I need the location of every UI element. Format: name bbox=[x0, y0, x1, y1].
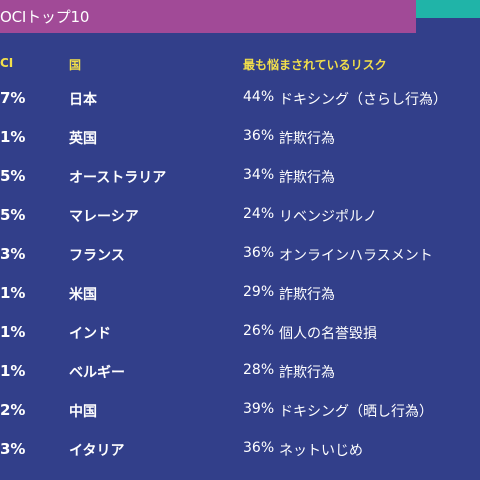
row-risk-percent: 36% bbox=[243, 245, 275, 261]
accent-bar bbox=[416, 0, 480, 18]
row-country: オーストラリア bbox=[69, 170, 167, 186]
row-risk: 詐欺行為 bbox=[279, 131, 335, 147]
row-risk: リベンジポルノ bbox=[279, 209, 377, 225]
table-row: 2% 中国 39% ドキシング（晒し行為） bbox=[0, 393, 480, 432]
table-header: CI 国 最も悩まされているリスク bbox=[0, 56, 480, 76]
row-risk: ドキシング（さらし行為） bbox=[279, 92, 447, 108]
row-country: ベルギー bbox=[69, 365, 125, 381]
row-score: 3% bbox=[0, 245, 26, 263]
table-title: OCIトップ10 bbox=[0, 8, 90, 26]
row-risk: ネットいじめ bbox=[279, 443, 363, 459]
table-row: 7% 日本 44% ドキシング（さらし行為） bbox=[0, 81, 480, 120]
row-country: 日本 bbox=[69, 92, 97, 108]
row-score: 1% bbox=[0, 128, 26, 146]
row-risk-percent: 36% bbox=[243, 440, 275, 456]
row-risk: オンラインハラスメント bbox=[279, 248, 433, 264]
table-row: 3% フランス 36% オンラインハラスメント bbox=[0, 237, 480, 276]
row-country: イタリア bbox=[69, 443, 125, 459]
row-score: 2% bbox=[0, 401, 26, 419]
row-risk-percent: 39% bbox=[243, 401, 275, 417]
row-risk: ドキシング（晒し行為） bbox=[279, 404, 433, 420]
title-bar: OCIトップ10 bbox=[0, 0, 416, 33]
row-risk-percent: 36% bbox=[243, 128, 275, 144]
table-row: 1% ベルギー 28% 詐欺行為 bbox=[0, 354, 480, 393]
header-risk: 最も悩まされているリスク bbox=[243, 58, 387, 72]
row-risk: 詐欺行為 bbox=[279, 365, 335, 381]
row-risk-percent: 29% bbox=[243, 284, 275, 300]
row-risk: 詐欺行為 bbox=[279, 287, 335, 303]
row-risk-percent: 26% bbox=[243, 323, 275, 339]
header-country: 国 bbox=[69, 58, 82, 72]
row-risk: 個人の名誉毀損 bbox=[279, 326, 377, 342]
row-risk-percent: 34% bbox=[243, 167, 275, 183]
row-country: 米国 bbox=[69, 287, 97, 303]
row-score: 1% bbox=[0, 323, 26, 341]
table-row: 1% インド 26% 個人の名誉毀損 bbox=[0, 315, 480, 354]
row-risk: 詐欺行為 bbox=[279, 170, 335, 186]
row-score: 7% bbox=[0, 89, 26, 107]
row-score: 5% bbox=[0, 206, 26, 224]
row-country: インド bbox=[69, 326, 111, 342]
row-score: 1% bbox=[0, 284, 26, 302]
row-risk-percent: 24% bbox=[243, 206, 275, 222]
table-row: 3% イタリア 36% ネットいじめ bbox=[0, 432, 480, 471]
row-country: 英国 bbox=[69, 131, 97, 147]
table-row: 1% 米国 29% 詐欺行為 bbox=[0, 276, 480, 315]
row-country: 中国 bbox=[69, 404, 97, 420]
row-country: フランス bbox=[69, 248, 125, 264]
table-row: 1% 英国 36% 詐欺行為 bbox=[0, 120, 480, 159]
row-risk-percent: 28% bbox=[243, 362, 275, 378]
header-score: CI bbox=[0, 56, 14, 70]
row-country: マレーシア bbox=[69, 209, 139, 225]
row-score: 1% bbox=[0, 362, 26, 380]
table-row: 5% オーストラリア 34% 詐欺行為 bbox=[0, 159, 480, 198]
row-score: 3% bbox=[0, 440, 26, 458]
row-risk-percent: 44% bbox=[243, 89, 275, 105]
table-row: 5% マレーシア 24% リベンジポルノ bbox=[0, 198, 480, 237]
row-score: 5% bbox=[0, 167, 26, 185]
